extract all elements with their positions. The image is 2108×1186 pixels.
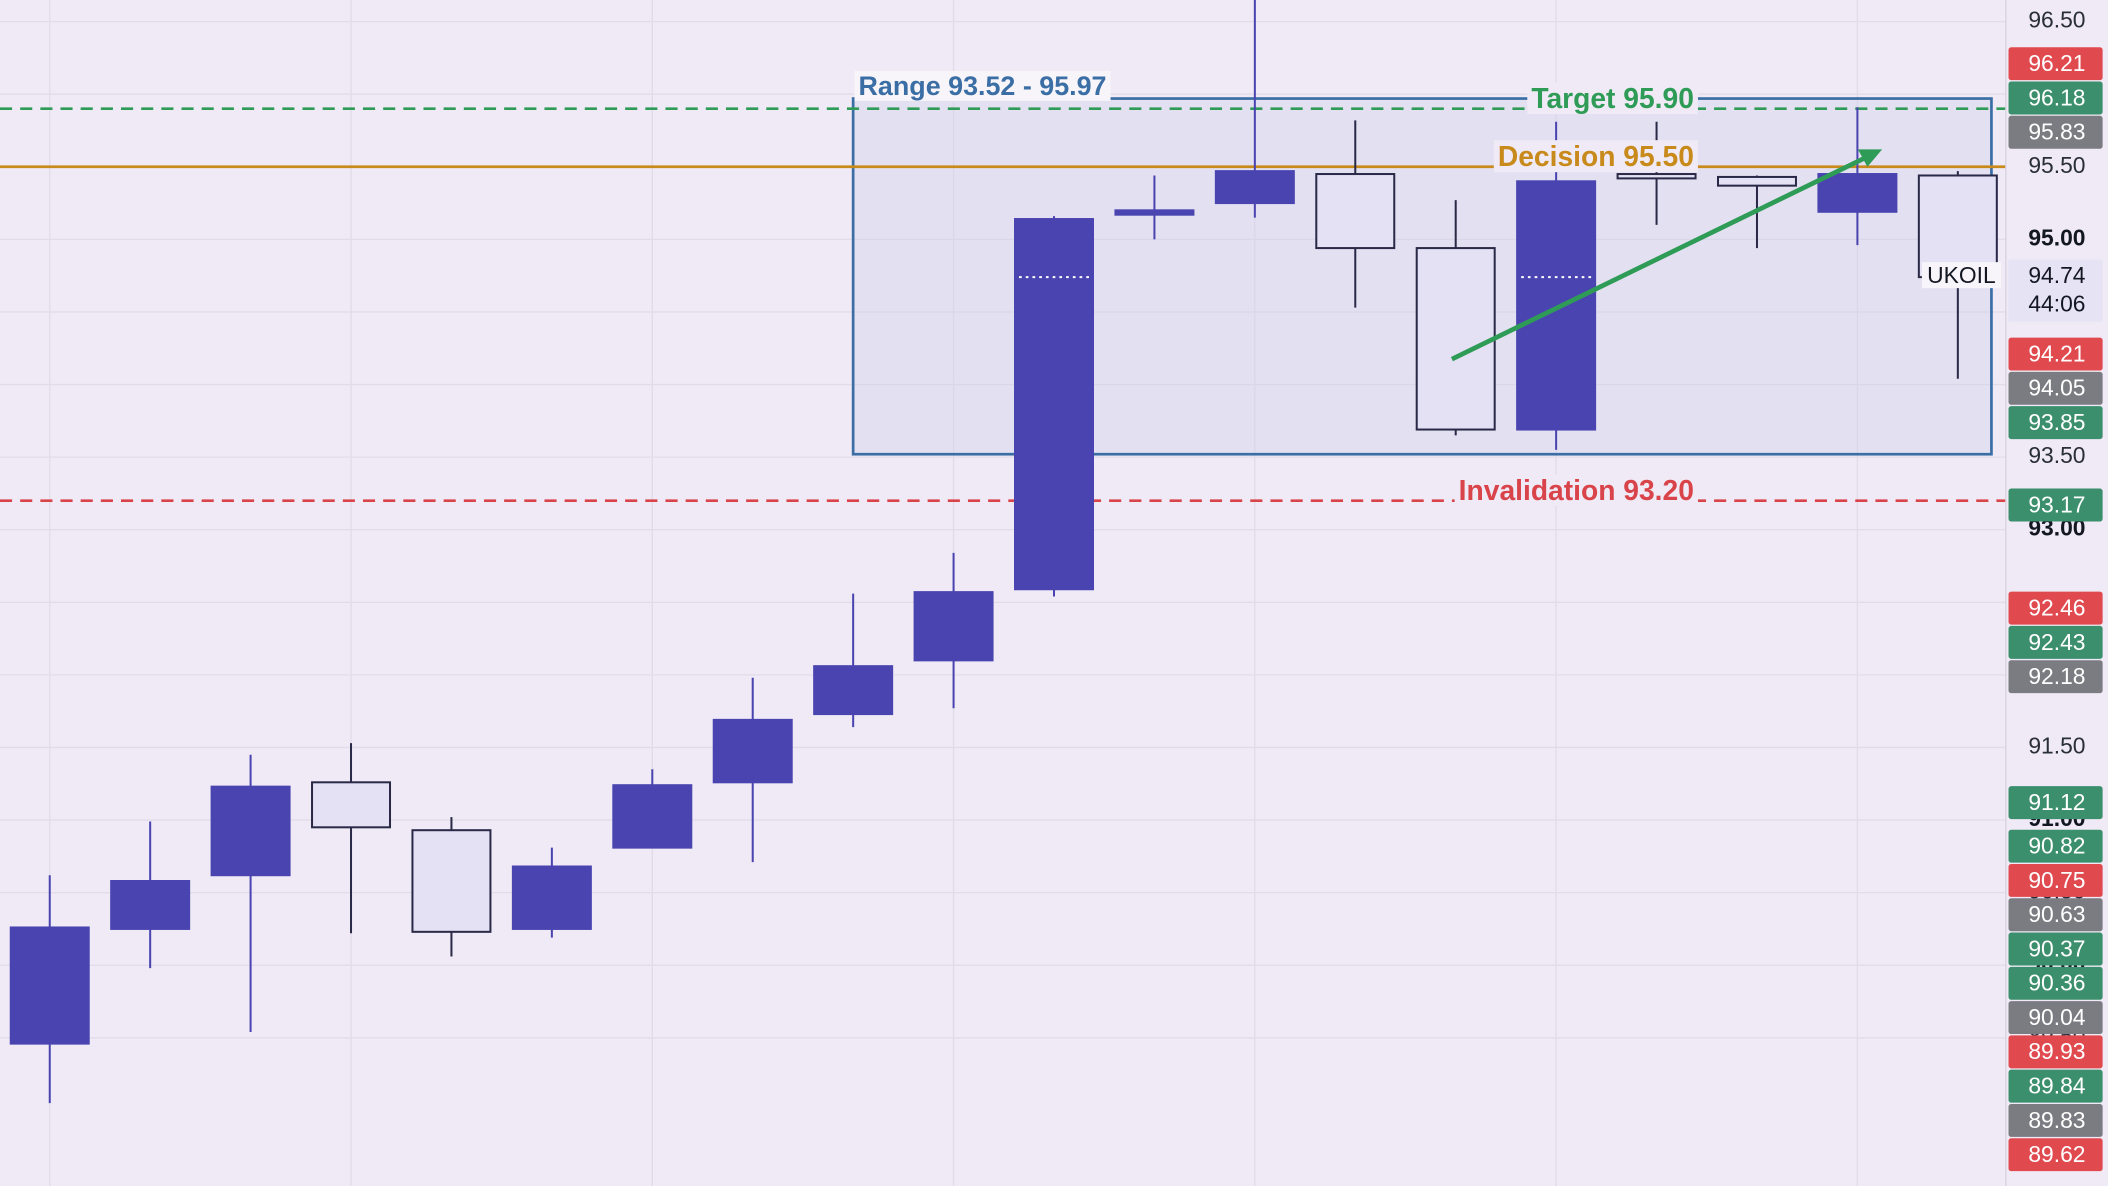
candle-body	[1817, 173, 1898, 213]
price-tag-label: 89.93	[2028, 1038, 2085, 1064]
price-tag	[2008, 115, 2103, 149]
candle-body	[913, 591, 994, 662]
level-label-bg	[1454, 474, 1698, 507]
price-tag	[2008, 625, 2103, 659]
price-tag-label: 94.21	[2028, 340, 2085, 366]
price-tag	[2008, 47, 2103, 81]
price-tag-label: 92.18	[2028, 663, 2085, 689]
price-tag-label: 93.85	[2028, 409, 2085, 435]
level-label-bg	[1527, 82, 1698, 115]
candle-body	[813, 665, 894, 716]
level-label: Decision 95.50	[1498, 140, 1694, 172]
symbol-label-bg	[1921, 262, 2002, 289]
candle-body	[1616, 173, 1697, 180]
price-tag	[2008, 371, 2103, 405]
y-tick-label: 93.50	[2028, 442, 2085, 468]
price-tag-label: 90.63	[2028, 901, 2085, 927]
trend-arrow	[1450, 153, 1870, 362]
price-tag	[2008, 337, 2103, 371]
price-tag	[2008, 1138, 2103, 1172]
last-price-label: 94.74	[2028, 262, 2085, 288]
candle-body	[1516, 180, 1597, 431]
price-tag-label: 92.46	[2028, 594, 2085, 620]
price-tag	[2008, 406, 2103, 440]
level-label: Target 95.90	[1531, 82, 1694, 114]
candle-body	[411, 829, 492, 933]
price-tag-label: 90.37	[2028, 935, 2085, 961]
candle-body	[1114, 209, 1195, 216]
price-tag	[2008, 966, 2103, 1000]
level-label: Invalidation 93.20	[1459, 474, 1694, 506]
price-tag	[2008, 591, 2103, 625]
price-tag-label: 95.83	[2028, 119, 2085, 145]
price-tag-label: 90.82	[2028, 833, 2085, 859]
candle-body	[210, 785, 291, 877]
candle-body	[712, 718, 793, 784]
range-label-bg	[854, 70, 1111, 101]
price-tag	[2008, 1103, 2103, 1137]
y-tick-label: 96.50	[2028, 7, 2085, 33]
candle-body	[1716, 175, 1797, 187]
price-tag-label: 91.12	[2028, 789, 2085, 815]
price-tag-label: 96.18	[2028, 84, 2085, 110]
price-tag	[2008, 829, 2103, 863]
price-tag-label: 96.21	[2028, 50, 2085, 76]
countdown-label: 44:06	[2028, 290, 2085, 316]
y-tick-label: 95.50	[2028, 152, 2085, 178]
price-tag	[2008, 1001, 2103, 1035]
range-label: Range 93.52 - 95.97	[859, 71, 1107, 101]
price-tag-label: 89.62	[2028, 1141, 2085, 1167]
candle-body	[1917, 174, 1998, 279]
price-tag	[2008, 488, 2103, 522]
price-tag	[2008, 660, 2103, 694]
candle-body	[1315, 173, 1396, 250]
price-tag	[2008, 786, 2103, 820]
candle-body	[9, 926, 90, 1045]
price-tag	[2008, 81, 2103, 115]
candle-body	[1014, 218, 1094, 591]
price-tag-label: 90.04	[2028, 1004, 2085, 1030]
y-tick-label: 95.00	[2028, 224, 2085, 250]
candle-body	[1214, 170, 1295, 205]
price-tag	[2008, 1069, 2103, 1103]
candle-body	[1415, 247, 1496, 431]
price-tag-label: 90.36	[2028, 970, 2085, 996]
price-tag-label: 93.17	[2028, 491, 2085, 517]
symbol-label: UKOIL	[1927, 262, 1996, 288]
price-tag-label: 89.83	[2028, 1107, 2085, 1133]
price-tag	[2008, 898, 2103, 932]
price-tag	[2008, 1035, 2103, 1069]
price-tag-label: 89.84	[2028, 1073, 2085, 1099]
price-axis: 96.5096.0095.5095.0094.5094.0093.5093.00…	[2005, 0, 2108, 1186]
last-price-tag	[2008, 259, 2103, 322]
candle-body	[311, 781, 392, 829]
y-tick-label: 91.50	[2028, 732, 2085, 758]
price-tag-label: 94.05	[2028, 375, 2085, 401]
price-tag-label: 90.75	[2028, 867, 2085, 893]
plot: Range 93.52 - 95.97 Target 95.90 Decision …	[0, 0, 2006, 1104]
candle-body	[612, 784, 693, 849]
level-label-bg	[1493, 140, 1698, 173]
price-tag-label: 92.43	[2028, 629, 2085, 655]
price-tag	[2008, 863, 2103, 897]
trend-arrow-head	[1857, 149, 1883, 167]
candle-body	[110, 880, 191, 930]
candle-body	[511, 865, 592, 930]
price-tag	[2008, 932, 2103, 966]
